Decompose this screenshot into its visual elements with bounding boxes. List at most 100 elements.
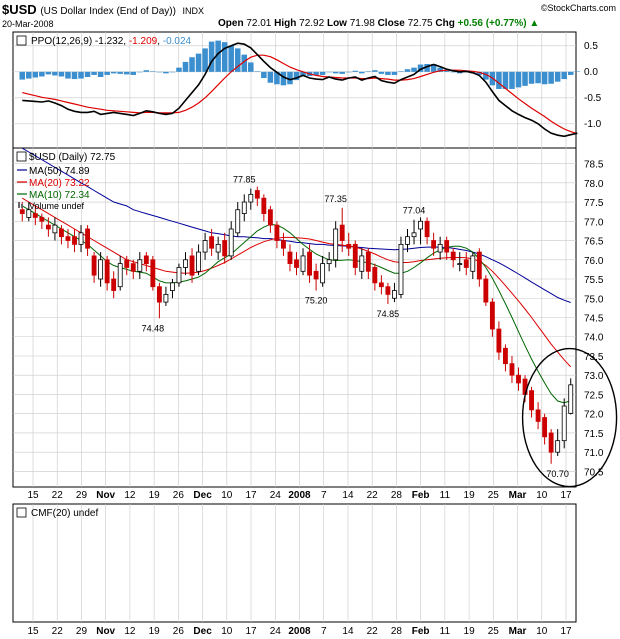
x-tick-label-bottom: 7: [321, 626, 327, 637]
ppo-histogram-bar: [241, 54, 248, 72]
ppo-histogram-bar: [182, 61, 189, 72]
candle-body: [411, 232, 417, 238]
candle-body: [555, 440, 561, 453]
quote-date: 20-Mar-2008: [2, 19, 54, 29]
price-y-tick: 77.0: [584, 217, 604, 228]
close-value: 72.75: [407, 18, 433, 29]
x-tick-label-bottom: Feb: [412, 626, 430, 637]
price-annotation: 70.70: [546, 469, 569, 479]
candle-body: [104, 259, 110, 284]
candle-body: [117, 263, 123, 288]
candle-body: [176, 267, 182, 284]
ppo-legend: PPO(12,26,9) -1.232, -1.209, -0.024: [31, 36, 192, 47]
x-tick-label-bottom: 19: [149, 626, 161, 637]
candle-body: [215, 243, 221, 253]
ppo-histogram-bar: [365, 71, 372, 72]
ppo-histogram-bar: [450, 71, 456, 73]
x-tick-label: Nov: [96, 490, 115, 501]
x-tick-label: 12: [124, 490, 136, 501]
ppo-histogram-bar: [522, 71, 528, 86]
candle-body: [450, 251, 456, 261]
ppo-histogram-bar: [52, 71, 58, 76]
x-tick-label: 11: [440, 490, 451, 501]
ppo-histogram-bar: [234, 48, 241, 72]
high-value: 72.92: [299, 18, 325, 29]
ppo-histogram-bar: [391, 71, 398, 75]
ppo-y-tick: 0.0: [584, 67, 598, 78]
candle-body: [137, 259, 143, 272]
x-tick-label: Mar: [509, 490, 527, 501]
ppo-histogram-bar: [104, 71, 110, 75]
x-tick-label: 10: [221, 490, 233, 501]
x-tick-label-bottom: Nov: [96, 626, 115, 637]
candle-body: [483, 278, 489, 303]
price-annotation: 75.20: [305, 296, 328, 306]
candle-body: [189, 255, 195, 276]
ppo-histogram-bar: [215, 40, 221, 72]
high-label: High: [274, 18, 297, 29]
candle-body: [535, 409, 541, 422]
price-annotation: 77.85: [233, 175, 256, 185]
ppo-histogram-bar: [71, 71, 78, 80]
candle-body: [228, 228, 234, 257]
x-tick-label-bottom: 2008: [288, 626, 311, 637]
candle-body: [561, 405, 567, 442]
candle-body: [202, 240, 208, 253]
ppo-y-tick: -0.5: [584, 93, 602, 104]
ppo-histogram-bar: [195, 53, 202, 72]
ppo-histogram-bar: [476, 71, 483, 75]
candle-body: [281, 240, 286, 249]
ppo-y-tick: 0.5: [584, 41, 598, 52]
ppo-histogram-bar: [548, 71, 554, 84]
x-tick-label-bottom: 17: [245, 626, 257, 637]
candle-body: [72, 236, 77, 245]
x-tick-label: 22: [367, 490, 379, 501]
candle-body: [392, 290, 397, 299]
price-y-tick: 78.5: [584, 160, 604, 171]
candle-body: [59, 228, 64, 238]
candle-body: [457, 263, 463, 266]
ppo-histogram-bar: [515, 71, 522, 88]
x-tick-label: 24: [270, 490, 282, 501]
candle-body: [267, 209, 273, 226]
x-tick-label: 10: [536, 490, 548, 501]
candle-body: [209, 236, 215, 249]
ppo-histogram-bar: [130, 71, 137, 75]
candle-body: [320, 263, 326, 284]
price-legend-box: [16, 151, 27, 162]
price-y-tick: 77.5: [584, 198, 604, 209]
x-tick-label-bottom: 26: [173, 626, 185, 637]
ppo-histogram-bar: [502, 71, 509, 89]
x-tick-label: 7: [321, 490, 327, 501]
ppo-histogram-bar: [430, 64, 437, 72]
candle-body: [385, 286, 391, 295]
candle-body: [529, 390, 534, 411]
ppo-histogram-bar: [228, 45, 234, 72]
candle-body: [431, 240, 437, 249]
candle-body: [548, 432, 554, 453]
x-tick-label-bottom: 12: [124, 626, 136, 637]
ppo-histogram-bar: [404, 69, 411, 72]
low-label: Low: [326, 18, 347, 29]
x-tick-label-bottom: 14: [342, 626, 354, 637]
ppo-histogram-bar: [372, 70, 378, 72]
ppo-histogram-bar: [117, 71, 123, 74]
ppo-histogram-bar: [78, 71, 84, 79]
volume-legend-swatch: [18, 202, 20, 208]
low-value: 71.98: [349, 18, 375, 29]
candle-body: [516, 374, 521, 384]
ppo-signal-line: [22, 54, 578, 135]
price-annotation: 77.04: [403, 206, 426, 216]
x-tick-label: 22: [52, 490, 64, 501]
candle-body: [19, 209, 25, 214]
candle-body: [143, 255, 149, 265]
ppo-histogram-bar: [65, 71, 71, 79]
x-tick-label-bottom: 22: [52, 626, 64, 637]
candle-body: [503, 347, 508, 365]
volume-legend-swatch: [21, 204, 23, 208]
ppo-histogram-bar: [424, 64, 430, 72]
ppo-histogram-bar: [176, 67, 182, 72]
open-value: 72.01: [246, 18, 272, 29]
x-tick-label-bottom: 19: [464, 626, 476, 637]
ppo-histogram-bar: [528, 71, 535, 84]
